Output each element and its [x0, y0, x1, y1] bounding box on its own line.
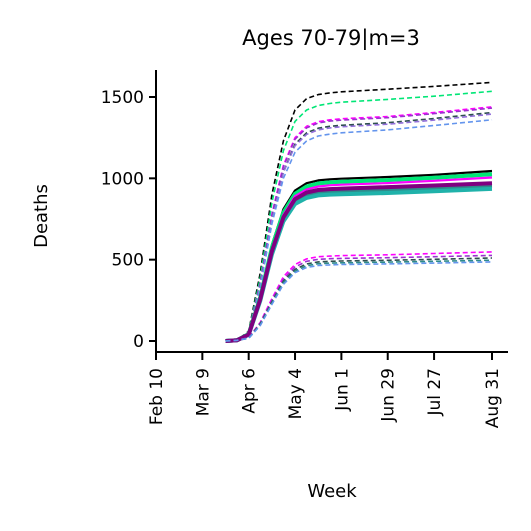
y-tick-label: 0	[133, 332, 144, 352]
series-line-1	[225, 81, 493, 342]
x-tick-label: Aug 31	[483, 368, 503, 428]
series-line-14	[225, 251, 493, 342]
x-ticks: Feb 10 Mar 9 Apr 6 May 4 Jun 1 Jun 29 Jul 27 Au…	[147, 352, 503, 428]
series-line-13	[225, 181, 493, 343]
y-tick-label: 1500	[101, 88, 144, 108]
chart-title: Ages 70-79|m=3	[242, 26, 420, 51]
x-tick-label: Jun 29	[379, 368, 399, 423]
series-line-18	[225, 261, 493, 342]
series-line-5	[225, 111, 493, 342]
x-tick-label: Mar 9	[193, 368, 213, 416]
y-axis-label: Deaths	[31, 184, 52, 248]
series-line-7	[225, 119, 493, 342]
series-lines	[225, 81, 493, 343]
y-tick-label: 1000	[101, 169, 144, 189]
x-tick-label: May 4	[286, 368, 306, 419]
x-tick-label: Feb 10	[147, 368, 167, 425]
series-line-4	[225, 107, 493, 342]
series-line-2	[225, 90, 493, 342]
x-tick-label: Jun 1	[332, 368, 352, 412]
x-axis-label: Week	[307, 481, 357, 502]
series-line-6	[225, 113, 493, 342]
series-line-3	[225, 106, 493, 342]
x-tick-label: Apr 6	[240, 368, 260, 414]
x-tick-label: Jul 27	[425, 368, 445, 417]
y-ticks: 0 500 1000 1500	[101, 88, 156, 352]
y-tick-label: 500	[112, 251, 144, 271]
